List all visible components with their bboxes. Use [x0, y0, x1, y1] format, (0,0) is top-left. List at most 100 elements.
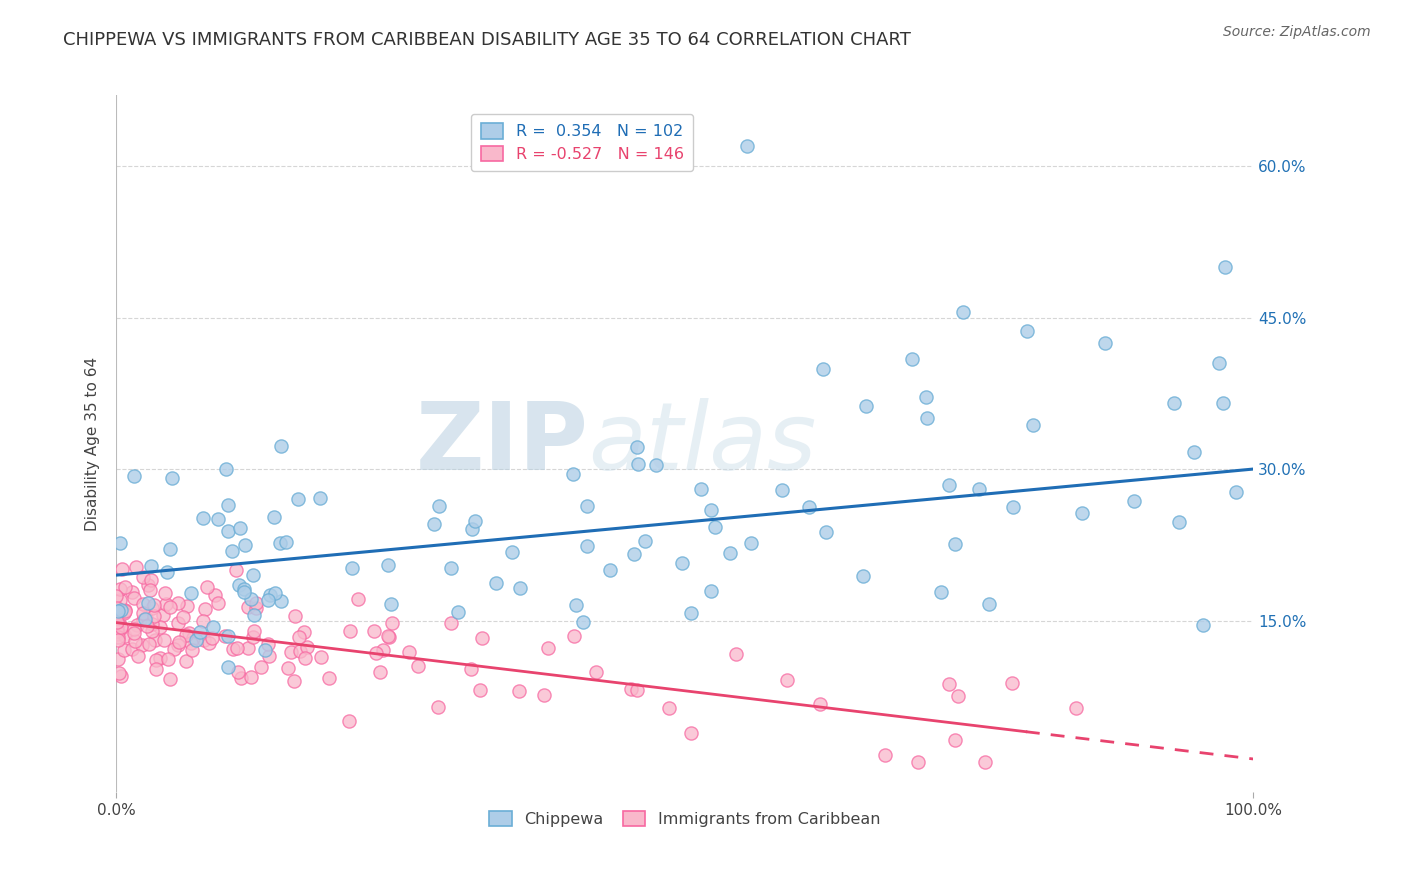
Point — [724, 647, 747, 661]
Point — [232, 585, 254, 599]
Point — [943, 733, 966, 747]
Point — [166, 616, 188, 631]
Point — [141, 624, 163, 639]
Point — [242, 568, 264, 582]
Point — [269, 535, 291, 549]
Point — [233, 582, 256, 596]
Point — [537, 640, 560, 655]
Point — [288, 644, 311, 658]
Point — [111, 562, 134, 576]
Point — [915, 411, 938, 425]
Point — [470, 683, 492, 698]
Text: Source: ZipAtlas.com: Source: ZipAtlas.com — [1223, 25, 1371, 39]
Point — [811, 362, 834, 376]
Point — [270, 439, 292, 453]
Point — [176, 599, 198, 614]
Point — [105, 600, 128, 615]
Point — [136, 596, 159, 610]
Point — [217, 629, 239, 643]
Point — [132, 569, 155, 583]
Point — [217, 498, 239, 512]
Point — [284, 609, 307, 624]
Point — [143, 633, 166, 648]
Point — [943, 537, 966, 551]
Point — [270, 594, 292, 608]
Point — [907, 755, 929, 769]
Point — [138, 637, 160, 651]
Point — [620, 682, 643, 697]
Point — [274, 535, 297, 549]
Point — [377, 558, 399, 573]
Point — [149, 620, 172, 634]
Point — [1064, 700, 1087, 714]
Point — [501, 545, 523, 559]
Point — [1225, 484, 1247, 499]
Point — [122, 626, 145, 640]
Point — [226, 665, 249, 680]
Point — [406, 659, 429, 673]
Point — [1192, 617, 1215, 632]
Point — [342, 561, 364, 575]
Point — [644, 458, 666, 472]
Point — [929, 585, 952, 599]
Point — [105, 615, 128, 629]
Point — [110, 669, 132, 683]
Point — [108, 593, 131, 607]
Point — [561, 467, 583, 482]
Point — [1001, 675, 1024, 690]
Point — [108, 615, 131, 630]
Point — [159, 600, 181, 615]
Point — [627, 458, 650, 472]
Point — [136, 578, 159, 592]
Point — [124, 633, 146, 648]
Point — [167, 635, 190, 649]
Point — [309, 491, 332, 506]
Text: ZIP: ZIP — [415, 398, 588, 490]
Point — [1212, 396, 1234, 410]
Point — [979, 597, 1001, 611]
Point — [347, 592, 370, 607]
Point — [134, 612, 156, 626]
Point — [229, 671, 252, 685]
Point — [207, 596, 229, 610]
Point — [160, 471, 183, 485]
Point — [952, 305, 974, 319]
Point — [938, 478, 960, 492]
Point — [626, 683, 648, 698]
Point — [679, 726, 702, 740]
Point — [873, 747, 896, 762]
Point — [107, 630, 129, 644]
Point — [1001, 500, 1024, 514]
Point — [225, 641, 247, 656]
Point — [121, 585, 143, 599]
Point — [107, 604, 129, 618]
Legend: Chippewa, Immigrants from Caribbean: Chippewa, Immigrants from Caribbean — [482, 805, 887, 833]
Point — [1071, 507, 1094, 521]
Point — [967, 482, 990, 496]
Point — [339, 624, 361, 638]
Point — [461, 522, 484, 536]
Point — [585, 665, 607, 680]
Point — [228, 578, 250, 592]
Point — [634, 534, 657, 549]
Point — [973, 755, 995, 769]
Point — [901, 352, 924, 367]
Point — [105, 590, 128, 604]
Point — [145, 653, 167, 667]
Point — [1182, 445, 1205, 459]
Point — [440, 561, 463, 575]
Point — [681, 606, 703, 620]
Point — [141, 617, 163, 632]
Point — [1213, 260, 1236, 274]
Point — [599, 563, 621, 577]
Point — [371, 643, 394, 657]
Point — [623, 547, 645, 561]
Point — [142, 609, 165, 624]
Point — [236, 641, 259, 656]
Point — [105, 606, 128, 620]
Point — [740, 535, 762, 549]
Point — [180, 642, 202, 657]
Y-axis label: Disability Age 35 to 64: Disability Age 35 to 64 — [86, 357, 100, 531]
Point — [114, 603, 136, 617]
Point — [1167, 515, 1189, 529]
